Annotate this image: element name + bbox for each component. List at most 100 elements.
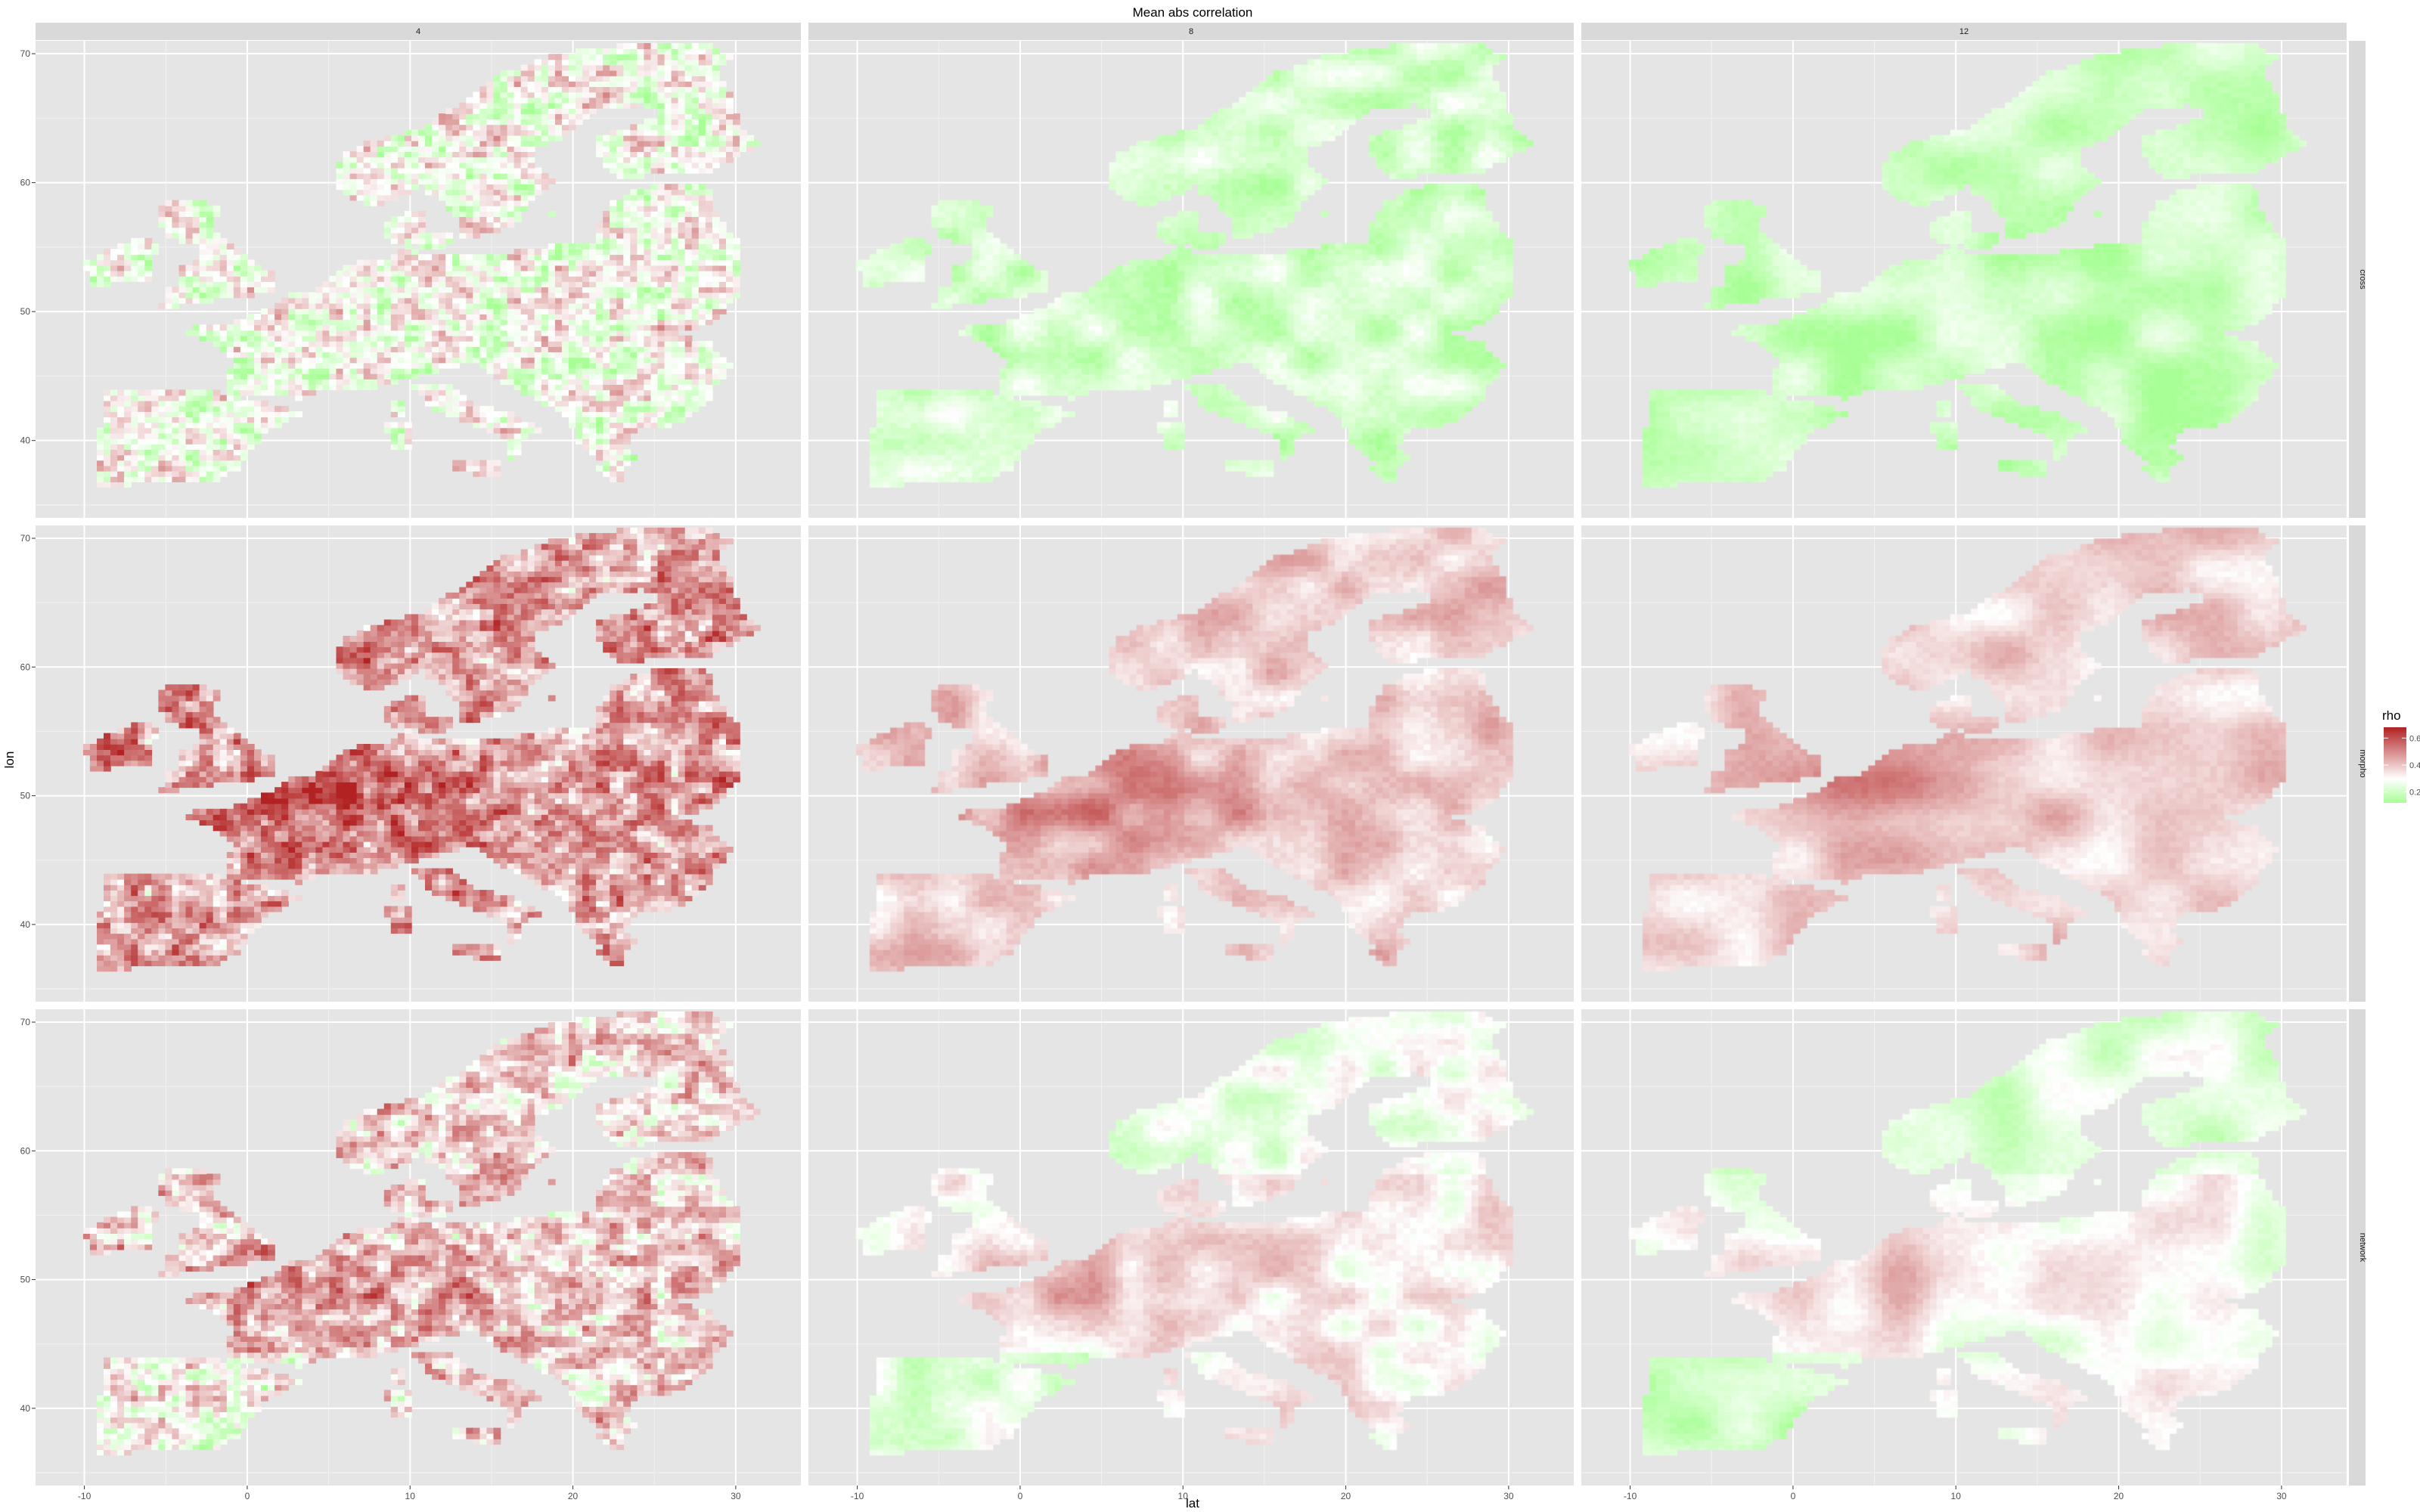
heatmap-cell	[911, 454, 918, 460]
heatmap-cell	[445, 163, 453, 169]
heatmap-cell	[665, 411, 672, 417]
heatmap-cell	[952, 433, 960, 439]
heatmap-cell	[466, 401, 473, 407]
heatmap-cell	[452, 168, 460, 174]
heatmap-cell	[514, 384, 522, 390]
heatmap-cell	[288, 352, 296, 358]
heatmap-cell	[514, 146, 522, 152]
heatmap-cell	[692, 76, 700, 82]
heatmap-cell	[541, 319, 549, 325]
heatmap-cell	[616, 292, 624, 298]
heatmap-cell	[247, 384, 255, 390]
heatmap-cell	[665, 59, 672, 65]
heatmap-cell	[665, 86, 672, 92]
heatmap-cell	[883, 438, 891, 445]
heatmap-cell	[110, 389, 118, 395]
heatmap-cell	[193, 276, 200, 282]
heatmap-cell	[418, 298, 426, 304]
heatmap-cell	[452, 141, 460, 147]
heatmap-cell	[97, 433, 104, 439]
heatmap-cell	[131, 389, 138, 395]
heatmap-cell	[589, 65, 597, 71]
heatmap-cell	[562, 357, 569, 363]
heatmap-cell	[172, 460, 179, 466]
heatmap-cell	[418, 178, 426, 184]
heatmap-cell	[637, 222, 644, 228]
heatmap-cell	[528, 65, 535, 71]
heatmap-cell	[466, 460, 473, 466]
heatmap-cell	[179, 298, 187, 304]
heatmap-cell	[1007, 428, 1014, 434]
heatmap-cell	[329, 352, 337, 358]
heatmap-cell	[904, 466, 911, 472]
heatmap-cell	[479, 271, 487, 277]
heatmap-cell	[486, 103, 494, 109]
heatmap-cell	[418, 156, 426, 163]
heatmap-cell	[973, 471, 980, 477]
heatmap-cell	[384, 303, 392, 309]
heatmap-cell	[247, 324, 255, 330]
heatmap-cell	[425, 314, 433, 320]
heatmap-cell	[685, 324, 693, 330]
heatmap-cell	[391, 156, 399, 163]
heatmap-cell	[1164, 438, 1171, 445]
heatmap-cell	[302, 389, 309, 395]
heatmap-cell	[644, 406, 651, 412]
heatmap-cell	[384, 352, 392, 358]
heatmap-cell	[603, 271, 610, 277]
heatmap-cell	[569, 124, 576, 130]
heatmap-cell	[528, 124, 535, 130]
heatmap-cell	[131, 460, 138, 466]
heatmap-cell	[644, 151, 651, 157]
heatmap-cell	[637, 422, 644, 428]
heatmap-cell	[603, 103, 610, 109]
heatmap-cell	[459, 330, 467, 336]
heatmap-cell	[706, 146, 713, 152]
heatmap-cell	[432, 260, 439, 266]
heatmap-cell	[651, 135, 659, 141]
heatmap-cell	[507, 113, 515, 119]
heatmap-cell	[541, 298, 549, 304]
heatmap-cell	[706, 113, 713, 119]
heatmap-cell	[706, 216, 713, 222]
heatmap-cell	[616, 428, 624, 434]
heatmap-cell	[644, 401, 651, 407]
heatmap-cell	[131, 238, 138, 244]
heatmap-cell	[131, 454, 138, 460]
heatmap-cell	[555, 363, 563, 369]
heatmap-cell	[658, 287, 666, 293]
heatmap-cell	[644, 195, 651, 201]
heatmap-cell	[678, 379, 686, 385]
heatmap-cell	[445, 352, 453, 358]
heatmap-cell	[733, 292, 740, 298]
heatmap-cell	[384, 151, 392, 157]
heatmap-cell	[343, 281, 351, 287]
heatmap-cell	[596, 48, 603, 54]
heatmap-cell	[144, 238, 152, 244]
heatmap-cell	[596, 54, 603, 60]
heatmap-cell	[281, 417, 289, 423]
heatmap-cell	[555, 373, 563, 380]
heatmap-cell	[220, 330, 228, 336]
heatmap-cell	[494, 189, 501, 195]
heatmap-cell	[678, 211, 686, 217]
heatmap-cell	[240, 368, 248, 374]
heatmap-cell	[548, 276, 556, 282]
heatmap-cell	[275, 406, 282, 412]
heatmap-cell	[521, 292, 529, 298]
heatmap-cell	[309, 384, 316, 390]
heatmap-cell	[548, 292, 556, 298]
heatmap-cell	[384, 298, 392, 304]
heatmap-cell	[1382, 454, 1390, 460]
heatmap-cell	[227, 454, 234, 460]
heatmap-cell	[582, 249, 590, 255]
heatmap-cell	[151, 249, 159, 255]
heatmap-cell	[494, 471, 501, 477]
heatmap-cell	[521, 108, 529, 114]
heatmap-cell	[610, 222, 617, 228]
heatmap-cell	[206, 324, 214, 330]
heatmap-cell	[528, 324, 535, 330]
heatmap-cell	[200, 298, 207, 304]
heatmap-cell	[616, 254, 624, 260]
heatmap-cell	[473, 173, 480, 179]
